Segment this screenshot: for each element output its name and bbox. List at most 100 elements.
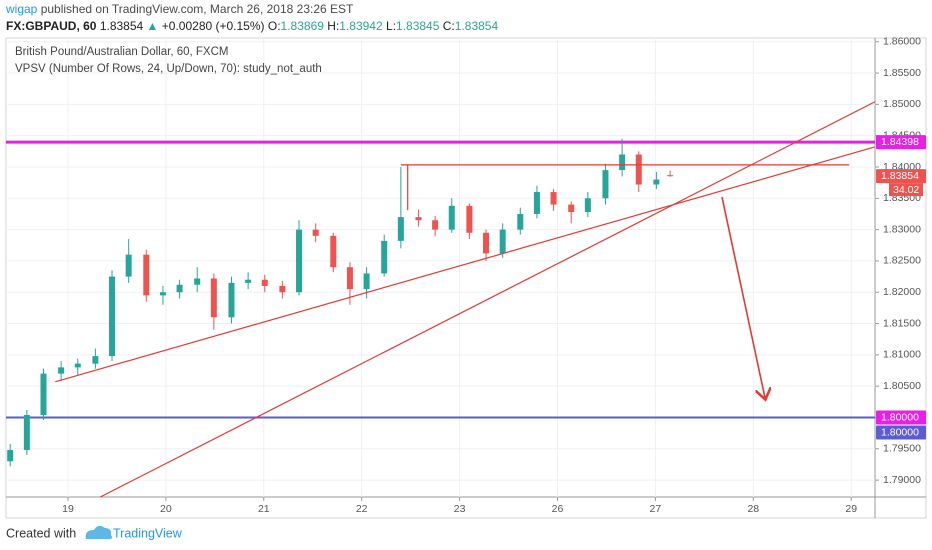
x-tick-label: 26 [552,503,564,515]
candle-body [210,278,217,318]
candle-body [584,198,591,213]
candle-body [330,235,337,268]
candle-body [125,254,132,277]
author[interactable]: wigap [5,2,38,16]
footer-created: Created with [6,526,76,540]
y-tick-label: 1.85000 [883,98,921,110]
x-tick-label: 19 [62,503,74,515]
candle-body [415,217,422,221]
trend-line [55,146,875,383]
y-tick-label: 1.82500 [883,255,921,267]
candle-body [40,373,47,415]
chart-title: British Pound/Australian Dollar, 60, FXC… [15,46,228,58]
candle-body [499,229,506,254]
price-tag [876,169,926,184]
candle-body [58,367,65,374]
price-tag [876,135,926,150]
arrow [721,196,765,398]
l-value: 1.83845 [396,19,440,33]
y-tick-label: 1.83000 [883,223,921,235]
x-tick-label: 29 [845,503,857,515]
candle-body [296,229,303,293]
o-label: O: [268,19,281,33]
x-tick-label: 23 [454,503,466,515]
candle-body [346,267,353,290]
o-value: 1.83869 [281,19,325,33]
candle-body [92,356,99,364]
grid [6,38,875,497]
candle-body [159,292,166,296]
candle-body [176,284,183,293]
chart-subtitle: VPSV (Number Of Rows, 24, Up/Down, 70): … [15,63,322,75]
axes: 1.860001.855001.850001.845001.840001.835… [62,36,926,515]
y-tick-label: 1.82000 [883,286,921,298]
change-arrow: ▲ [147,19,159,33]
price-tag [876,410,926,425]
candle-body [312,229,319,236]
x-tick-label: 28 [747,503,759,515]
published: published on TradingView.com, March 26, … [41,2,354,16]
candle-body [448,205,455,230]
candle-body [619,154,626,171]
symbol: FX:GBPAUD, 60 [6,19,97,33]
candle-body [533,192,540,214]
symbol-line: FX:GBPAUD, 60 1.83854 ▲ +0.00280 (+0.15%… [6,19,498,33]
price-tag-label: 1.80000 [881,411,919,423]
price-tag-label: 1.84398 [881,136,919,148]
candle-body [261,279,268,286]
candle-body [635,154,642,185]
candle-body [550,192,557,205]
l-label: L: [386,19,396,33]
candle-body [568,204,575,213]
candle-body [483,232,490,254]
candle-body [397,217,404,241]
y-tick-label: 1.85500 [883,67,921,79]
timer-tag [889,183,923,197]
candle-body [194,278,201,285]
candle-body [23,414,30,451]
y-tick-label: 1.86000 [883,36,921,48]
candle-body [381,240,388,274]
candle-body [143,254,150,296]
candle-body [466,205,473,233]
plot [6,101,875,497]
candle-body [517,213,524,230]
x-tick-label: 20 [160,503,172,515]
trend-line [100,101,875,497]
candle-body [74,363,81,368]
x-tick-label: 22 [356,503,368,515]
h-label: H: [327,19,339,33]
h-value: 1.83942 [339,19,383,33]
c-value: 1.83854 [455,19,499,33]
c-label: C: [443,19,455,33]
chart-frame [5,37,927,519]
y-tick-label: 1.79000 [883,474,921,486]
y-tick-label: 1.80500 [883,380,921,392]
x-tick-label: 27 [650,503,662,515]
candle-body [432,220,439,230]
candle-body [245,279,252,283]
x-tick-label: 21 [258,503,270,515]
change: +0.00280 (+0.15%) [162,19,265,33]
price-tag-label: 1.83854 [881,170,919,182]
brand-logo[interactable] [85,525,113,539]
y-tick-label: 1.79500 [883,443,921,455]
candle-body [653,179,660,185]
y-tick-label: 1.81000 [883,349,921,361]
candle-body [667,175,674,177]
price-tag [876,425,926,440]
candle-body [602,170,609,199]
header-line: wigap published on TradingView.com, Marc… [5,2,354,16]
price-tag-label: 1.80000 [881,426,919,438]
candle-body [228,282,235,318]
y-tick-label: 1.81500 [883,317,921,329]
candle-body [7,450,14,462]
last: 1.83854 [100,19,144,33]
candle-body [363,273,370,290]
timer-label: 34.02 [893,184,919,196]
candle-body [109,276,116,357]
footer-brand[interactable]: TradingView [113,526,183,540]
candle-body [279,285,286,293]
